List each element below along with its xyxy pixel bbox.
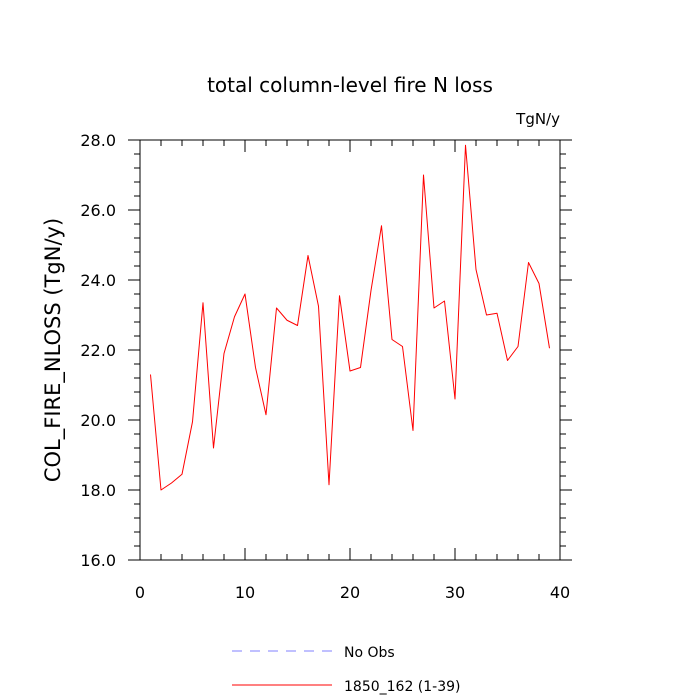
x-tick-label: 30 [445, 583, 465, 602]
y-tick-label: 16.0 [80, 551, 116, 570]
y-tick-label: 28.0 [80, 131, 116, 150]
legend: No Obs 1850_162 (1-39) [232, 645, 461, 695]
chart-title: total column-level fire N loss [207, 73, 493, 97]
tick-label-layer: 0 10 20 30 40 16.0 18.0 20.0 22.0 24.0 26.0 28.0 [80, 131, 570, 602]
x-tick-label: 10 [235, 583, 255, 602]
y-tick-label: 20.0 [80, 411, 116, 430]
series-layer [150, 144, 550, 491]
y-tick-label: 22.0 [80, 341, 116, 360]
legend-label-1850-162: 1850_162 (1-39) [344, 679, 461, 695]
y-tick-label: 18.0 [80, 481, 116, 500]
units-label: TgN/y [515, 110, 560, 128]
tick-layer [128, 139, 572, 561]
y-axis-label: COL_FIRE_NLOSS (TgN/y) [41, 218, 66, 482]
x-tick-label: 20 [340, 583, 360, 602]
legend-label-no-obs: No Obs [344, 645, 395, 661]
x-tick-label: 40 [550, 583, 570, 602]
x-tick-label: 0 [135, 583, 145, 602]
y-tick-label: 24.0 [80, 271, 116, 290]
plot-frame [139, 139, 561, 561]
series-line [150, 144, 550, 491]
y-tick-label: 26.0 [80, 201, 116, 220]
